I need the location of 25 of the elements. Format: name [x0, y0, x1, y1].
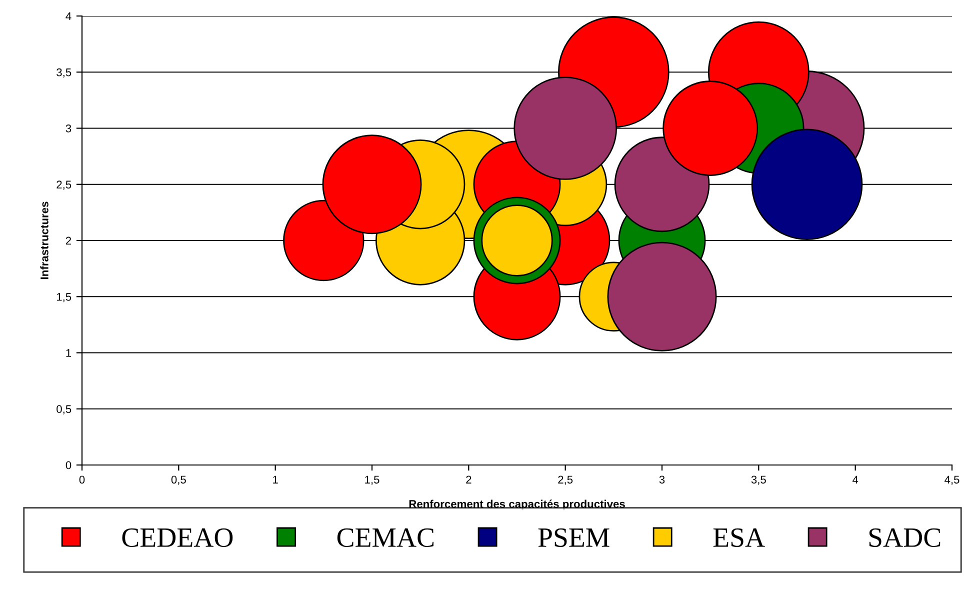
- y-tick-label: 3,5: [56, 68, 72, 78]
- legend-label: CEMAC: [337, 528, 434, 548]
- legend-label: SADC: [869, 528, 940, 548]
- x-tick-label: 3: [659, 476, 665, 484]
- y-tick-label: 3: [66, 124, 72, 132]
- y-tick-label: 2: [66, 236, 72, 245]
- y-axis-title: Infrastructures: [40, 202, 48, 279]
- x-tick-label: 3,5: [751, 476, 766, 485]
- x-tick-label: 2,5: [558, 476, 573, 485]
- x-tick-label: 0: [79, 476, 85, 484]
- y-tick-label: 2,5: [56, 180, 72, 190]
- legend-label: CEDEAO: [122, 528, 233, 548]
- y-tick-label: 1,5: [56, 293, 72, 302]
- y-tick-label: 1: [66, 349, 72, 357]
- y-tick-label: 0: [66, 461, 72, 470]
- x-tick-label: 0,5: [171, 476, 186, 485]
- legend-label: PSEM: [538, 528, 610, 548]
- x-tick-label: 1: [273, 476, 278, 484]
- x-tick-label: 2: [466, 476, 472, 484]
- legend-label: ESA: [713, 528, 765, 548]
- x-tick-label: 1,5: [365, 476, 380, 485]
- y-tick-label: 4: [66, 12, 72, 20]
- x-tick-label: 4: [852, 476, 858, 484]
- y-tick-label: 0,5: [56, 405, 72, 414]
- x-tick-label: 4,5: [944, 476, 960, 485]
